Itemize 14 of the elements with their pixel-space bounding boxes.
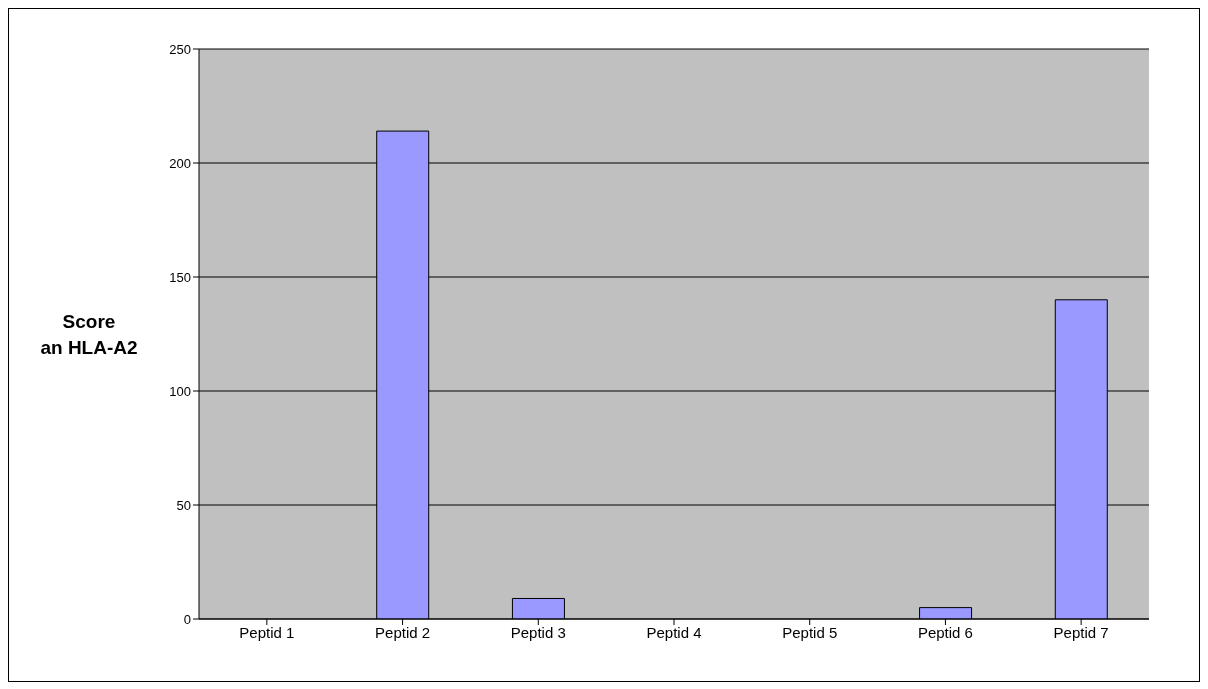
y-tick-label: 200 <box>169 155 191 171</box>
y-tick-label: 150 <box>169 269 191 285</box>
x-tick-label: Peptid 3 <box>510 623 566 641</box>
x-tick-label: Peptid 1 <box>239 623 295 641</box>
x-tick-label: Peptid 4 <box>646 623 702 641</box>
x-tick-label: Peptid 5 <box>782 623 838 641</box>
x-tick-label: Peptid 6 <box>917 623 973 641</box>
y-tick-label: 250 <box>169 41 191 57</box>
y-tick-label: 0 <box>183 611 191 627</box>
x-tick-label: Peptid 7 <box>1053 623 1109 641</box>
y-tick-label: 50 <box>176 497 191 513</box>
y-axis-title: Score an HLA-A2 <box>40 311 138 358</box>
x-tick-label: Peptid 2 <box>375 623 431 641</box>
y-tick-label: 100 <box>169 383 191 399</box>
